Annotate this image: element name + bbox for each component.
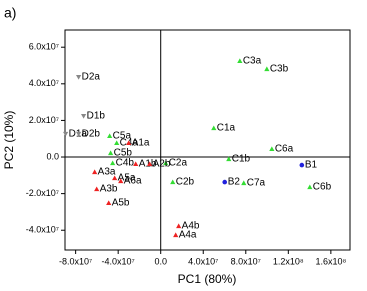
y-tick-label: 4.0x10⁷ xyxy=(29,78,59,88)
y-tick-label: -4.0x10⁷ xyxy=(26,225,59,235)
point xyxy=(94,186,100,192)
x-tick-label: 4.0x10⁷ xyxy=(188,256,218,266)
point-label: A6a xyxy=(124,176,142,187)
point-label: A1a xyxy=(132,138,150,149)
point-label: C2a xyxy=(169,158,188,169)
point-label: A4b xyxy=(182,221,200,232)
y-tick-label: 6.0x10⁷ xyxy=(29,42,59,52)
point xyxy=(76,131,82,137)
point xyxy=(76,74,82,80)
point xyxy=(299,162,305,168)
point xyxy=(106,200,112,206)
x-tick-label: -4.0x10⁷ xyxy=(102,256,135,266)
point-label: A3b xyxy=(100,184,118,195)
point-label: C6a xyxy=(275,144,294,155)
x-tick-label: 8.0x10⁷ xyxy=(231,256,261,266)
point xyxy=(92,169,98,175)
point xyxy=(107,133,113,139)
point xyxy=(237,58,243,64)
point xyxy=(126,140,132,146)
point-label: D1b xyxy=(87,111,106,122)
point xyxy=(112,175,118,181)
point-label: D2b xyxy=(82,129,101,140)
point xyxy=(226,156,232,162)
point xyxy=(110,160,116,166)
x-tick-label: 1.2x10⁸ xyxy=(273,256,304,266)
point-label: C5a xyxy=(113,131,132,142)
point xyxy=(176,223,182,229)
point-label: A3a xyxy=(98,167,116,178)
point-label: A1b xyxy=(139,159,157,170)
point-label: C3b xyxy=(270,64,289,75)
point-label: C2b xyxy=(176,177,195,188)
point-label: C1a xyxy=(217,123,236,134)
x-tick-label: 0.0 xyxy=(154,256,167,266)
point xyxy=(222,179,228,185)
point xyxy=(241,180,247,186)
y-tick-label: 0.0 xyxy=(46,151,59,161)
point xyxy=(170,179,176,185)
y-axis-title: PC2 (10%) xyxy=(2,111,16,170)
x-axis-title: PC1 (80%) xyxy=(178,272,237,286)
point xyxy=(211,125,217,131)
point xyxy=(108,150,114,156)
point xyxy=(264,66,270,72)
x-tick-label: 1.6x10⁸ xyxy=(315,256,346,266)
point xyxy=(118,178,124,184)
point xyxy=(114,140,120,146)
point-label: C4b xyxy=(116,158,135,169)
point xyxy=(307,184,313,190)
point xyxy=(163,160,169,166)
point-label: A5a xyxy=(118,173,136,184)
point xyxy=(81,113,87,119)
y-tick-label: -2.0x10⁷ xyxy=(26,188,59,198)
point-label: C6b xyxy=(313,182,332,193)
point xyxy=(147,161,153,167)
point-label: A4a xyxy=(179,230,197,241)
point-label: B1 xyxy=(305,160,318,171)
point-label: A5b xyxy=(112,198,130,209)
x-tick-label: -8.0x10⁷ xyxy=(59,256,92,266)
plot-frame xyxy=(64,29,351,251)
point xyxy=(63,131,69,137)
point-label: A2b xyxy=(153,159,171,170)
panel-label: a) xyxy=(4,5,16,21)
point-label: C1b xyxy=(232,154,251,165)
point-label: D2a xyxy=(82,72,101,83)
point xyxy=(269,146,275,152)
point xyxy=(133,161,139,167)
point-label: C3a xyxy=(243,56,262,67)
point-label: C7a xyxy=(247,178,266,189)
point-label: B2 xyxy=(228,177,241,188)
point-label: C5b xyxy=(114,148,133,159)
point xyxy=(173,232,179,238)
y-tick-label: 2.0x10⁷ xyxy=(29,115,59,125)
